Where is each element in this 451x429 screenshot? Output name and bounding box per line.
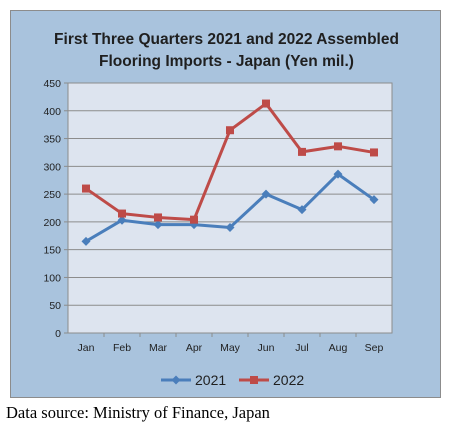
data-point-2022 bbox=[118, 209, 126, 218]
data-point-2021 bbox=[81, 236, 91, 246]
data-point-2022 bbox=[226, 126, 234, 135]
y-tick-label: 200 bbox=[43, 217, 61, 229]
data-point-2022 bbox=[82, 184, 90, 193]
data-point-2021 bbox=[369, 195, 379, 205]
chart-title-line-1: First Three Quarters 2021 and 2022 Assem… bbox=[54, 31, 399, 48]
x-tick-label: Feb bbox=[113, 342, 131, 354]
x-tick-label: Jun bbox=[258, 342, 275, 354]
x-tick-label: Jul bbox=[295, 342, 308, 354]
chart-panel: First Three Quarters 2021 and 2022 Assem… bbox=[10, 10, 441, 398]
data-point-2021 bbox=[297, 205, 307, 215]
legend-marker-2022 bbox=[250, 376, 258, 384]
data-point-2021 bbox=[333, 169, 343, 179]
data-point-2022 bbox=[190, 215, 198, 224]
y-tick-label: 0 bbox=[55, 328, 61, 340]
y-tick-label: 100 bbox=[43, 272, 61, 284]
legend-label-2021: 2021 bbox=[195, 372, 226, 388]
chart-title-line-2: Flooring Imports - Japan (Yen mil.) bbox=[99, 53, 354, 70]
data-point-2021 bbox=[225, 222, 235, 232]
data-point-2022 bbox=[298, 147, 306, 156]
plot-area bbox=[67, 82, 393, 334]
y-tick-label: 300 bbox=[43, 161, 61, 173]
legend-marker-2021 bbox=[171, 375, 181, 385]
y-tick-label: 350 bbox=[43, 134, 61, 146]
legend-label-2022: 2022 bbox=[273, 372, 304, 388]
x-tick-label: Sep bbox=[365, 342, 384, 354]
data-point-2021 bbox=[117, 215, 127, 225]
data-point-2021 bbox=[261, 189, 271, 199]
data-point-2022 bbox=[334, 142, 342, 151]
y-tick-label: 50 bbox=[49, 300, 61, 312]
y-tick-label: 450 bbox=[43, 78, 61, 90]
data-point-2022 bbox=[262, 99, 270, 108]
x-tick-label: Mar bbox=[149, 342, 168, 354]
data-point-2021 bbox=[153, 220, 163, 230]
chart-title: First Three Quarters 2021 and 2022 Assem… bbox=[11, 29, 442, 73]
x-tick-label: May bbox=[220, 342, 241, 354]
x-tick-label: Aug bbox=[329, 342, 348, 354]
y-tick-label: 250 bbox=[43, 189, 61, 201]
data-point-2022 bbox=[154, 213, 162, 222]
x-tick-label: Jan bbox=[78, 342, 95, 354]
y-tick-label: 400 bbox=[43, 106, 61, 118]
x-tick-label: Apr bbox=[186, 342, 203, 354]
data-point-2022 bbox=[370, 148, 378, 157]
data-source-note: Data source: Ministry of Finance, Japan bbox=[6, 403, 270, 422]
line-chart: 0 50 100 150 200 250 300 350 400 450 Jan Feb Mar Apr M… bbox=[43, 78, 393, 388]
y-tick-label: 150 bbox=[43, 245, 61, 257]
